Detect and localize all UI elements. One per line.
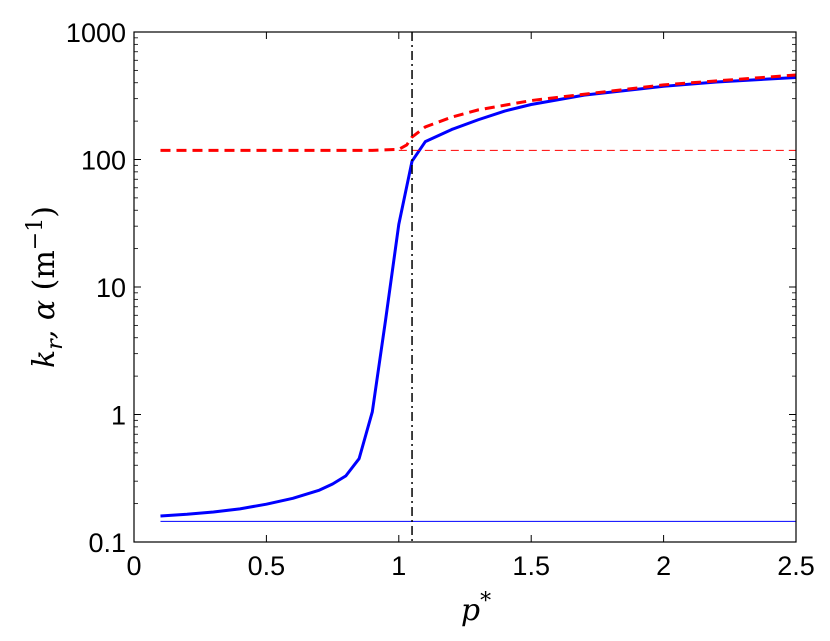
- y-axis-label: kr, α (m−1): [23, 206, 68, 368]
- series-layer: [160, 32, 797, 542]
- ticks-layer: 0 0.5 1 1.5 2 2.5 0.1 1 10 100 1000: [66, 18, 815, 581]
- x-tick-label: 0: [126, 551, 141, 581]
- x-tick-label: 0.5: [248, 551, 286, 581]
- plot-area: [134, 32, 796, 542]
- y-tick-label: 10: [96, 273, 126, 303]
- series-line-1: [160, 73, 797, 152]
- y-tick-label: 100: [81, 146, 126, 176]
- x-axis-label: p*: [461, 589, 491, 628]
- y-tick-label: 1000: [66, 18, 126, 48]
- x-tick-label: 2.5: [777, 551, 815, 581]
- x-tick-label: 2: [656, 551, 671, 581]
- x-tick-label: 1.5: [512, 551, 550, 581]
- y-tick-label: 1: [111, 401, 126, 431]
- x-tick-label: 1: [391, 551, 406, 581]
- y-tick-label: 0.1: [88, 528, 126, 558]
- series-line-0: [160, 75, 797, 518]
